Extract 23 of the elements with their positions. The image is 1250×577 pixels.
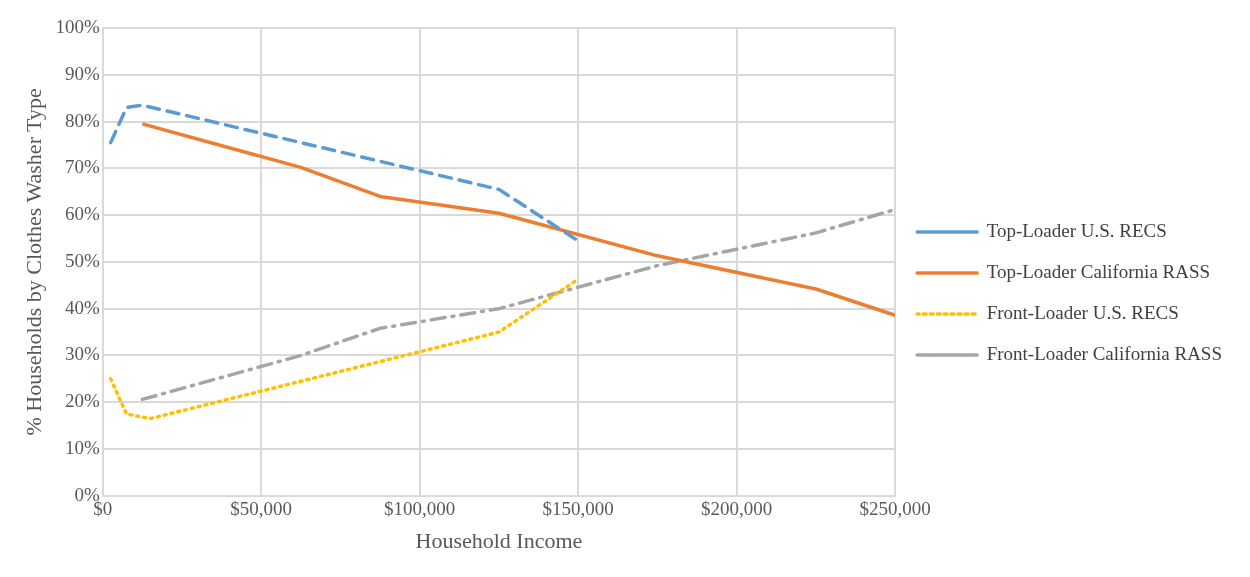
x-axis-title: Household Income — [415, 527, 583, 553]
y-tick-label: 10% — [64, 437, 100, 458]
x-tick-label: $100,000 — [384, 498, 456, 520]
x-tick-label: $200,000 — [701, 498, 773, 520]
y-tick-label: 40% — [64, 296, 100, 318]
legend-label: Front-Loader U.S. RECS — [986, 301, 1179, 323]
legend-label: Front-Loader California RASS — [986, 342, 1222, 364]
y-tick-label: 80% — [64, 109, 100, 131]
y-tick-label: 60% — [64, 203, 100, 225]
x-tick-label: $250,000 — [859, 498, 931, 520]
y-tick-label: 30% — [64, 343, 100, 365]
x-tick-label: $50,000 — [230, 498, 293, 520]
legend-label: Top-Loader U.S. RECS — [986, 219, 1167, 241]
y-tick-label: 20% — [64, 390, 100, 412]
x-tick-label: $150,000 — [542, 498, 614, 520]
legend-label: Top-Loader California RASS — [986, 260, 1211, 282]
y-tick-label: 70% — [64, 156, 100, 178]
y-axis-title: % Households by Clothes Washer Type — [20, 88, 46, 436]
y-tick-label: 50% — [64, 249, 100, 271]
y-tick-label: 100% — [55, 15, 100, 37]
y-tick-label: 90% — [64, 62, 100, 84]
line-series — [140, 207, 896, 402]
line-series — [108, 103, 580, 243]
